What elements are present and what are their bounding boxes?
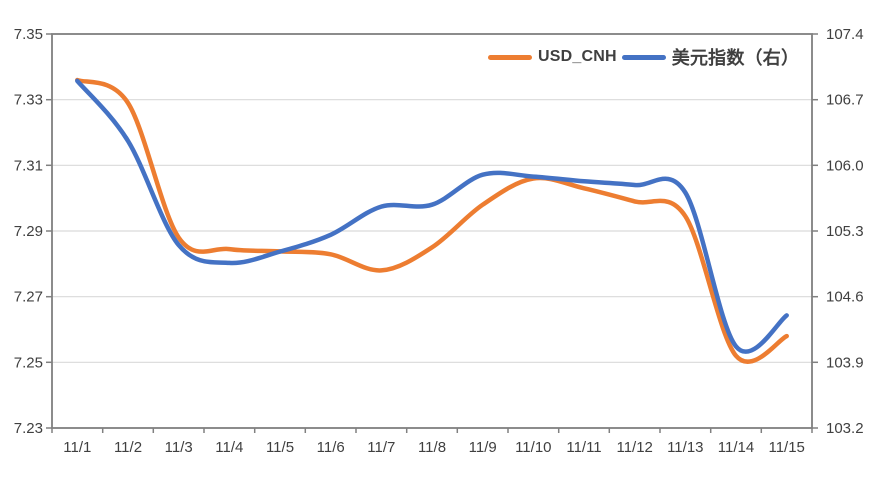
x-tick-label: 11/13 <box>667 439 703 456</box>
y-left-tick-label: 7.25 <box>14 354 43 371</box>
plot-border <box>51 33 813 429</box>
y-right-tick-label: 105.3 <box>826 223 864 240</box>
legend-item-usd-cnh: USD_CNH <box>488 48 617 66</box>
y-left-tick-label: 7.23 <box>14 420 43 437</box>
y-right-tick-label: 104.6 <box>826 289 864 306</box>
y-left-tick-label: 7.35 <box>14 26 43 43</box>
x-tick-label: 11/4 <box>215 439 243 456</box>
x-tick-label: 11/1 <box>63 439 91 456</box>
y-right-tick-label: 103.2 <box>826 420 864 437</box>
x-tick-label: 11/9 <box>469 439 497 456</box>
x-tick-label: 11/2 <box>114 439 142 456</box>
x-tick-label: 11/8 <box>418 439 446 456</box>
x-tick-label: 11/6 <box>317 439 345 456</box>
y-left-tick-label: 7.33 <box>14 92 43 109</box>
legend-swatch-blue-line <box>621 54 666 60</box>
y-right-tick-label: 103.9 <box>826 354 864 371</box>
y-right-tick-label: 107.4 <box>826 26 864 43</box>
legend-label-dollar-index: 美元指数（右） <box>671 48 800 68</box>
series-line-usd-cnh <box>75 77 789 364</box>
legend-label-usd-cnh: USD_CNH <box>538 48 617 65</box>
x-tick-label: 11/7 <box>367 439 395 456</box>
x-tick-label: 11/11 <box>566 439 601 456</box>
x-tick-label: 11/14 <box>718 439 754 456</box>
x-tick-label: 11/10 <box>515 439 551 456</box>
x-tick-label: 11/5 <box>266 439 294 456</box>
legend-item-dollar-index: 美元指数（右） <box>621 44 800 70</box>
series-line-dollar-index <box>75 78 789 354</box>
y-right-tick-label: 106.7 <box>826 92 864 109</box>
x-tick-label: 11/12 <box>616 439 652 456</box>
legend-swatch-orange-line <box>488 54 532 60</box>
y-left-tick-label: 7.31 <box>14 157 43 174</box>
legend: USD_CNH 美元指数（右） <box>488 44 799 70</box>
y-left-tick-label: 7.27 <box>14 289 43 306</box>
y-right-tick-label: 106.0 <box>826 157 864 174</box>
x-tick-label: 11/15 <box>768 439 804 456</box>
y-left-tick-label: 7.29 <box>14 223 43 240</box>
x-tick-label: 11/3 <box>165 439 193 456</box>
